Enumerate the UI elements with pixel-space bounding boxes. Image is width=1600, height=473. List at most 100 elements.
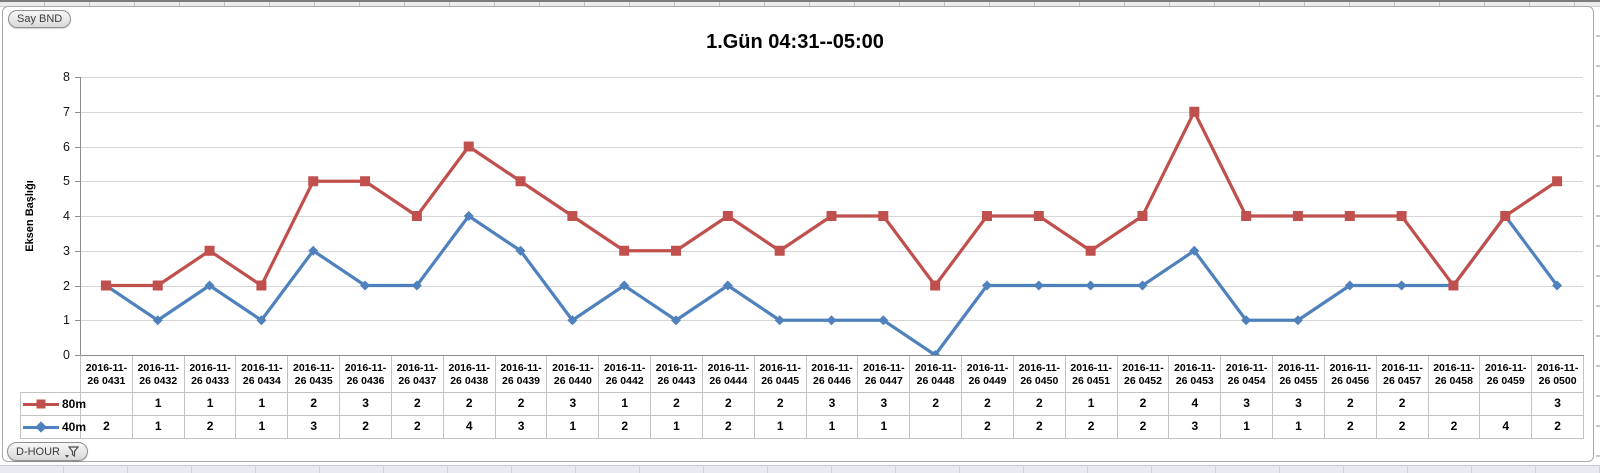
table-cell: 2 <box>1013 416 1066 439</box>
table-cell: 1 <box>1221 416 1274 439</box>
marker-square-80m <box>878 211 889 221</box>
table-cell: 2 <box>962 393 1014 416</box>
x-axis-label: 2016-11- 26 0444 <box>703 356 755 393</box>
marker-square-80m <box>1448 280 1459 291</box>
marker-square-80m <box>1189 106 1200 117</box>
marker-square-80m <box>826 211 837 221</box>
table-cell: 4 <box>1480 416 1533 439</box>
table-cell: 2 <box>391 416 444 439</box>
table-cell: 2 <box>1428 416 1481 439</box>
table-cell: 2 <box>1117 416 1170 439</box>
series-label: 40m <box>62 420 87 434</box>
y-axis-title: Eksen Başlığı <box>24 180 36 252</box>
y-tick-label: 1 <box>63 313 70 328</box>
table-cell: 2 <box>599 416 652 439</box>
table-cell: 3 <box>340 393 392 416</box>
marker-diamond-40m <box>567 315 578 326</box>
d-hour-button[interactable]: D-HOUR <box>7 442 88 461</box>
table-cell: 2 <box>651 393 703 416</box>
marker-diamond-40m <box>671 315 682 326</box>
marker-diamond-40m <box>360 280 371 291</box>
say-bnd-button[interactable]: Say BND <box>8 10 72 28</box>
marker-square-80m <box>1085 245 1096 256</box>
series-line-40m <box>105 214 1559 357</box>
y-tick-label: 4 <box>63 209 70 223</box>
marker-diamond-40m <box>515 245 526 256</box>
marker-diamond-40m <box>981 280 992 291</box>
table-cell <box>81 393 133 416</box>
marker-diamond-40m <box>1085 280 1096 291</box>
marker-diamond-40m <box>256 315 267 326</box>
y-tick-label: 7 <box>63 104 70 119</box>
table-cell: 1 <box>754 416 807 439</box>
x-axis-label: 2016-11- 26 0449 <box>962 356 1014 393</box>
marker-square-80m <box>671 245 682 256</box>
table-cell: 1 <box>184 393 237 416</box>
marker-square-80m <box>360 176 371 187</box>
marker-diamond-40m <box>1137 280 1148 291</box>
data-table: 80m 1 1 1 2 3 2 2 2 3 1 2 2 2 3 3 2 2 2 1 2 4 3 3 2 2 3 40m 2 1 2 1 3 2 2 4… <box>20 392 1585 439</box>
marker-diamond-40m <box>1033 280 1044 291</box>
table-cell: 1 <box>1065 393 1118 416</box>
chart-title: 1.Gün 04:31--05:00 <box>706 31 884 53</box>
marker-square-80m <box>1344 211 1355 221</box>
table-cell: 2 <box>391 393 444 416</box>
x-axis-label: 2016-11- 26 0456 <box>1325 356 1377 393</box>
marker-diamond-40m <box>722 280 733 291</box>
marker-diamond-40m <box>1396 280 1407 291</box>
marker-square-80m <box>1500 211 1511 221</box>
table-row-80m: 80m 1 1 1 2 3 2 2 2 3 1 2 2 2 3 3 2 2 2 1 2 4 3 3 2 2 3 <box>21 393 1585 416</box>
table-cell: 1 <box>132 393 185 416</box>
marker-square-80m <box>619 245 630 256</box>
marker-square-80m <box>722 211 733 221</box>
table-cell: 3 <box>495 416 548 439</box>
table-cell: 1 <box>651 416 703 439</box>
table-cell: 2 <box>1117 393 1170 416</box>
x-axis-label: 2016-11- 26 0434 <box>236 356 289 393</box>
spreadsheet-bottom-row <box>0 465 1600 473</box>
y-tick-label: 2 <box>63 278 70 293</box>
table-cell <box>1428 393 1481 416</box>
legend-40m: 40m <box>21 416 86 439</box>
diamond-marker-icon <box>23 421 59 433</box>
marker-diamond-40m <box>1189 245 1200 256</box>
x-axis-label: 2016-11- 26 0457 <box>1377 356 1429 393</box>
marker-diamond-40m <box>1292 315 1303 326</box>
square-marker-icon <box>23 399 59 409</box>
table-row-40m: 40m 2 1 2 1 3 2 2 4 3 1 2 1 2 1 1 1 2 2 2 2 3 1 1 2 2 2 4 2 <box>21 416 1585 439</box>
marker-square-80m <box>774 245 785 256</box>
marker-diamond-40m <box>204 280 215 291</box>
table-cell: 1 <box>1273 416 1325 439</box>
table-cell: 3 <box>1532 393 1585 416</box>
marker-square-80m <box>308 176 319 187</box>
table-cell: 2 <box>962 416 1014 439</box>
marker-diamond-40m <box>878 315 889 326</box>
x-axis-label: 2016-11- 26 0446 <box>807 356 859 393</box>
table-cell: 1 <box>547 416 600 439</box>
table-cell: 2 <box>1532 416 1585 439</box>
x-axis-label: 2016-11- 26 0437 <box>392 356 444 393</box>
table-cell: 3 <box>1169 416 1222 439</box>
x-axis-label: 2016-11- 26 0439 <box>496 356 548 393</box>
table-cell: 1 <box>236 416 289 439</box>
marker-diamond-40m <box>411 280 422 291</box>
table-cell: 3 <box>806 393 859 416</box>
table-cell: 3 <box>288 416 341 439</box>
table-cell: 2 <box>702 416 755 439</box>
table-cell: 1 <box>132 416 185 439</box>
x-axis-label: 2016-11- 26 0442 <box>599 356 652 393</box>
x-axis-label: 2016-11- 26 0435 <box>288 356 341 393</box>
table-cell: 2 <box>1376 416 1429 439</box>
x-axis-label: 2016-11- 26 0500 <box>1532 356 1585 393</box>
marker-square-80m <box>256 280 267 291</box>
table-cell: 2 <box>1324 393 1377 416</box>
marker-diamond-40m <box>826 315 837 326</box>
marker-square-80m <box>463 141 474 152</box>
marker-diamond-40m <box>774 315 785 326</box>
table-cell <box>910 416 963 439</box>
table-cell: 2 <box>1324 416 1377 439</box>
filter-icon <box>65 445 79 458</box>
legend-80m: 80m <box>21 393 86 416</box>
x-axis-label: 2016-11- 26 0432 <box>133 356 185 393</box>
x-axis-labels: 2016-11- 26 0431 2016-11- 26 0432 2016-11- 26… <box>80 355 1585 393</box>
